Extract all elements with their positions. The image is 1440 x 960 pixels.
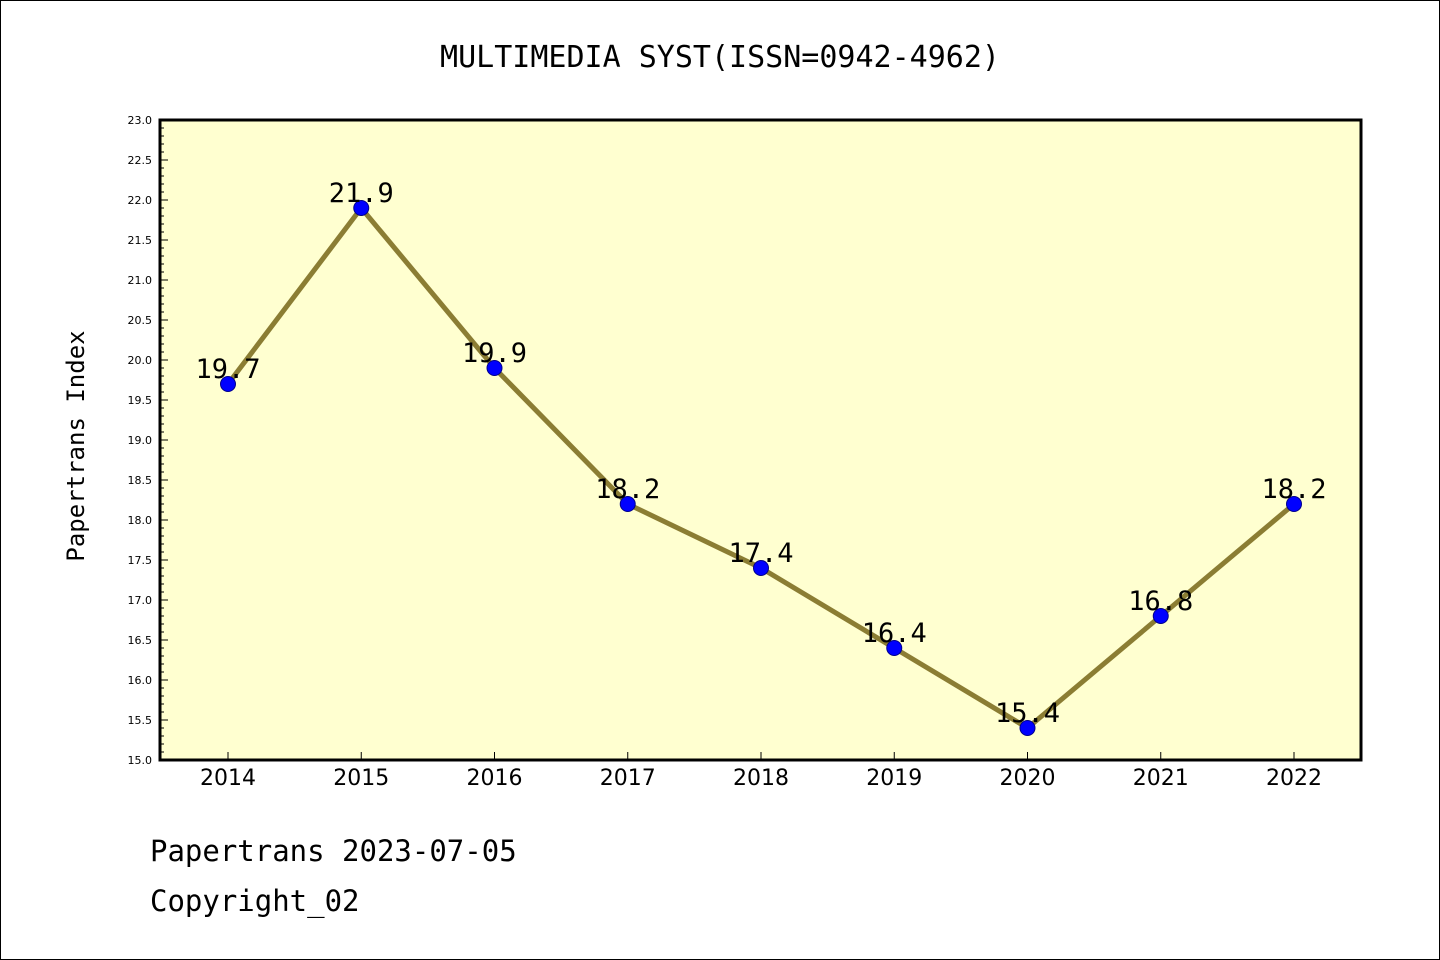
x-tick-label: 2021: [1133, 766, 1189, 791]
data-point-marker: [1019, 720, 1036, 736]
data-point-marker: [1286, 496, 1302, 512]
x-tick-label: 2022: [1266, 766, 1322, 791]
data-label: 16.4: [862, 618, 927, 649]
data-point-marker: [220, 376, 236, 392]
y-tick-label: 21.0: [128, 274, 153, 287]
data-point-marker: [619, 496, 636, 512]
y-tick-label: 18.0: [128, 514, 153, 527]
y-tick-label: 18.5: [128, 474, 153, 487]
y-tick-label: 20.0: [128, 354, 153, 367]
x-tick-label: 2017: [600, 766, 656, 791]
y-tick-label: 22.0: [128, 194, 153, 207]
y-axis: 15.0 15.5 16.0 16.5 17.0 17.5 18.0 18.5 19.0 19.5…: [128, 114, 168, 767]
y-tick-label: 20.5: [128, 314, 153, 327]
x-tick-label: 2015: [333, 766, 389, 791]
data-label: 18.2: [595, 474, 660, 505]
x-tick-label: 2014: [200, 766, 256, 791]
series-papertrans-index: 19.7 21.9 19.9 18.2 17.4 16.4 15.4 16.8 18.2: [195, 178, 1327, 736]
plot-border: [158, 118, 1363, 762]
data-point-marker: [753, 560, 769, 576]
data-label: 19.9: [462, 338, 527, 369]
data-point-marker: [1152, 608, 1169, 624]
plot-area: [160, 120, 1361, 760]
data-point-marker: [353, 200, 370, 216]
x-tick-label: 2019: [866, 766, 922, 791]
y-tick-label: 23.0: [128, 114, 153, 127]
y-tick-label: 22.5: [128, 154, 153, 167]
x-tick-label: 2016: [467, 766, 523, 791]
footer-copyright-line: Copyright_02: [150, 884, 360, 918]
x-tick-label: 2020: [1000, 766, 1056, 791]
data-label: 19.7: [195, 354, 260, 385]
footer-date-line: Papertrans 2023-07-05: [150, 834, 517, 868]
y-tick-label: 15.0: [128, 754, 153, 767]
data-label: 15.4: [995, 698, 1060, 729]
y-tick-label: 17.0: [128, 594, 153, 607]
y-tick-label: 21.5: [128, 234, 153, 247]
data-label: 16.8: [1128, 586, 1193, 617]
y-tick-label: 19.0: [128, 434, 153, 447]
data-label: 18.2: [1261, 474, 1326, 505]
y-tick-label: 16.5: [128, 634, 153, 647]
chart-title: MULTIMEDIA SYST(ISSN=0942-4962): [440, 40, 1000, 75]
data-label: 17.4: [728, 538, 793, 569]
data-point-marker: [886, 640, 903, 656]
x-tick-label: 2018: [733, 766, 789, 791]
y-tick-label: 15.5: [128, 714, 153, 727]
data-label: 21.9: [329, 178, 394, 209]
y-tick-label: 16.0: [128, 674, 153, 687]
y-tick-label: 17.5: [128, 554, 153, 567]
y-tick-label: 19.5: [128, 394, 153, 407]
y-axis-label: Papertrans Index: [62, 330, 90, 561]
data-point-marker: [486, 360, 503, 376]
